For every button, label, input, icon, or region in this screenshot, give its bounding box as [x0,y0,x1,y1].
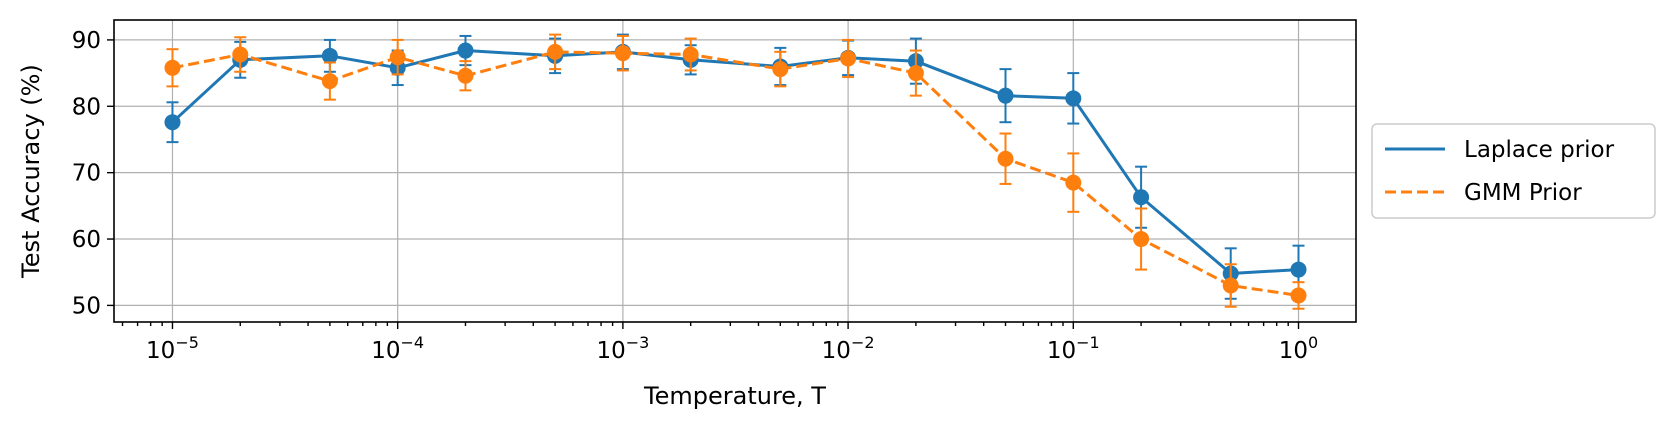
x-tick-label: 10−4 [371,333,424,364]
grid [114,20,1356,322]
data-point [1222,277,1239,294]
data-point [1133,189,1150,206]
data-point [1290,287,1307,304]
data-point [547,43,564,60]
data-point [164,59,181,76]
y-tick-label: 50 [72,293,101,319]
y-tick-label: 90 [72,28,101,54]
x-tick-label: 10−3 [596,333,649,364]
series-line [171,49,1299,275]
axis-ticks: 50 60 70 80 90 10−5 10−4 10−3 10−2 10−1 100 [72,28,1319,364]
x-axis-label: Temperature, T [643,382,826,410]
data-point [1290,261,1307,278]
x-tick-label: 10−1 [1047,333,1100,364]
data-point [164,114,181,131]
data-point [321,73,338,90]
data-point [1065,174,1082,191]
plot-frame [113,19,1357,323]
data-point [840,50,857,67]
data-point [772,61,789,78]
series-0 [164,33,1307,300]
data-point [997,87,1014,104]
data-point [389,49,406,66]
y-tick-label: 60 [72,227,101,253]
x-tick-label: 10−2 [822,333,875,364]
x-tick-label: 10−5 [146,333,199,364]
data-point [321,47,338,64]
data-point [682,46,699,63]
series-1 [164,33,1307,310]
y-tick-label: 70 [72,161,101,187]
legend-label-gmm: GMM Prior [1464,180,1582,206]
data-point [457,67,474,84]
data-point [907,65,924,82]
series-line [172,50,1299,297]
data-point [1133,231,1150,248]
data-point [1065,90,1082,107]
data-point [457,42,474,59]
y-tick-label: 80 [72,94,101,120]
y-axis-label: Test Accuracy (%) [17,64,45,279]
legend: Laplace prior GMM Prior [1371,123,1656,219]
x-tick-label: 100 [1279,333,1318,364]
data-point [997,150,1014,167]
plot-series [164,33,1307,310]
data-point [614,45,631,62]
legend-label-laplace: Laplace prior [1464,137,1615,163]
data-point [232,46,249,63]
